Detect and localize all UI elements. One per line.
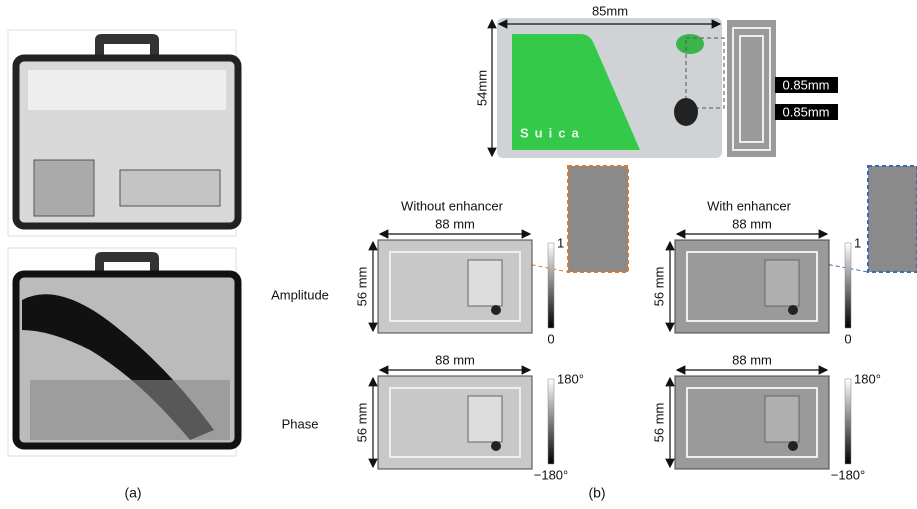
column-title: Without enhancer — [401, 198, 504, 213]
scan-image — [675, 376, 829, 469]
card-height: 54mm — [474, 70, 489, 106]
scan-dot — [788, 305, 798, 315]
colorbar — [845, 243, 851, 328]
colorbar-min: 0 — [547, 331, 554, 346]
scan-image — [675, 240, 829, 333]
colorbar — [845, 379, 851, 464]
zoom-inset — [568, 166, 628, 272]
image-height: 56 mm — [651, 403, 666, 443]
card-brand: Suica — [520, 125, 585, 140]
xray-suitcase-1 — [8, 30, 238, 236]
image-height: 56 mm — [354, 403, 369, 443]
image-width: 88 mm — [732, 216, 772, 231]
zoom-inset — [868, 166, 917, 272]
card-width: 85mm — [592, 3, 628, 18]
trace-width: 0.85mm — [783, 104, 830, 119]
column-title: With enhancer — [707, 198, 791, 213]
scan-image — [378, 376, 532, 469]
scan-chip — [468, 396, 502, 442]
image-width: 88 mm — [732, 352, 772, 367]
colorbar — [548, 379, 554, 464]
colorbar-max: 180° — [854, 371, 881, 386]
colorbar-min: 0 — [844, 331, 851, 346]
colorbar-min: −180° — [534, 467, 568, 482]
image-height: 56 mm — [354, 267, 369, 307]
card-photo: Suica — [497, 18, 776, 158]
image-height: 56 mm — [651, 267, 666, 307]
colorbar-max: 1 — [854, 235, 861, 250]
scan-dot — [491, 441, 501, 451]
panel-label: (b) — [588, 485, 605, 501]
scan-chip — [765, 260, 799, 306]
panel-label: (a) — [124, 485, 141, 501]
scan-chip — [765, 396, 799, 442]
scan-chip — [468, 260, 502, 306]
scan-image — [378, 240, 532, 333]
row-label: Phase — [282, 416, 319, 431]
image-width: 88 mm — [435, 216, 475, 231]
colorbar-min: −180° — [831, 467, 865, 482]
figure: (a) (b) Suica 85mm 54mm 0.85mm 0.85mm Am… — [0, 0, 917, 509]
colorbar-max: 1 — [557, 235, 564, 250]
colorbar-max: 180° — [557, 371, 584, 386]
scan-dot — [788, 441, 798, 451]
colorbar — [548, 243, 554, 328]
scan-dot — [491, 305, 501, 315]
row-label: Amplitude — [271, 287, 329, 302]
xray-suitcase-2 — [8, 248, 238, 456]
trace-width: 0.85mm — [783, 77, 830, 92]
image-width: 88 mm — [435, 352, 475, 367]
